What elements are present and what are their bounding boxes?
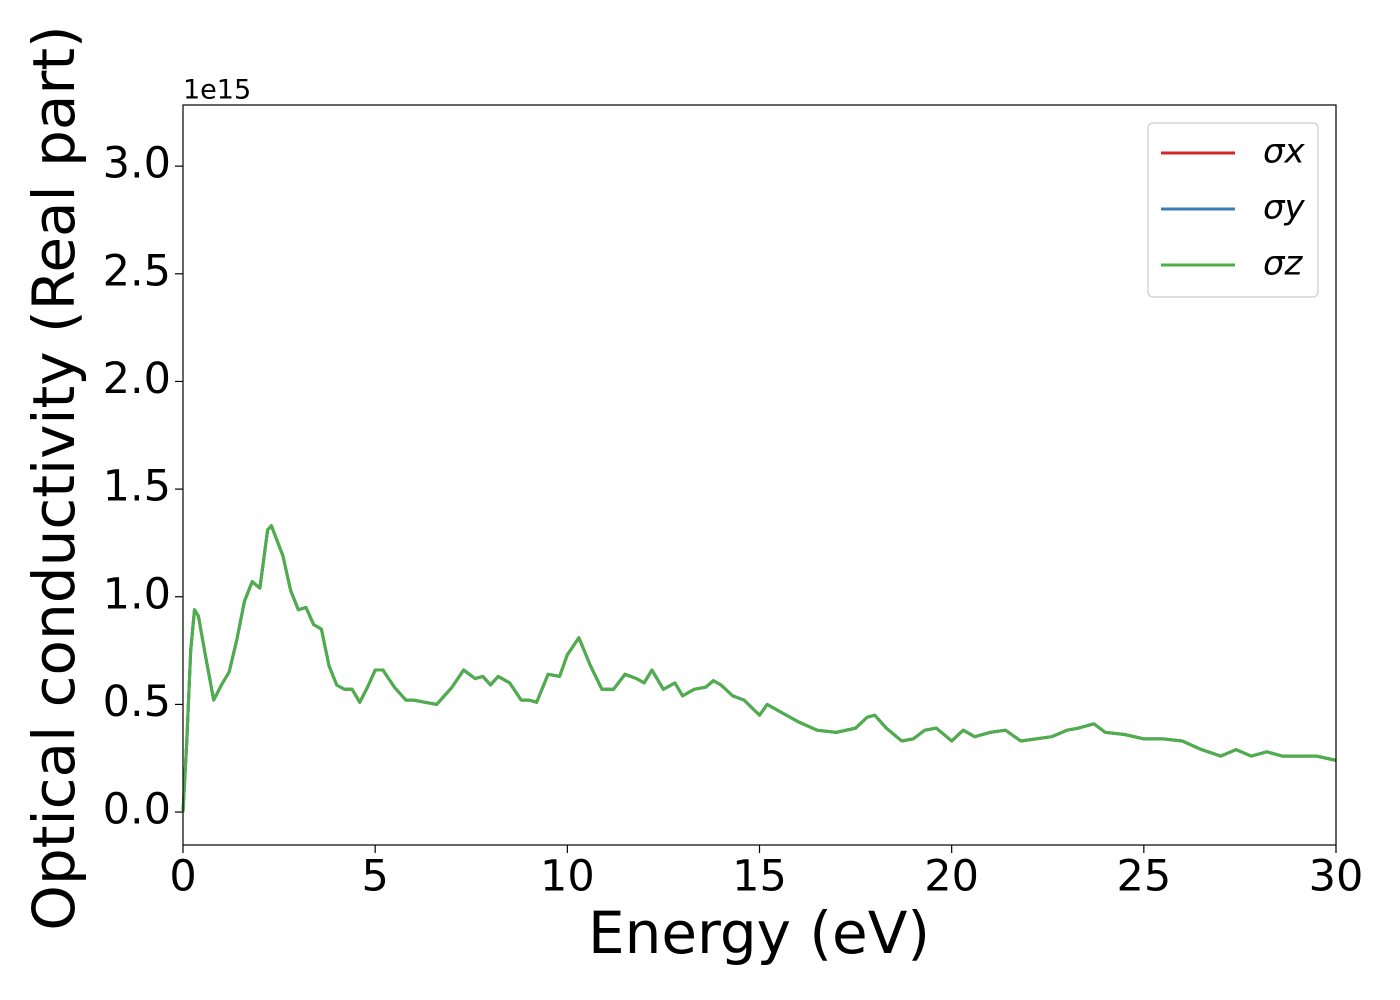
y-tick-label: 1.5 (103, 462, 171, 512)
series-line (181, 524, 1337, 813)
legend-label: σx (1263, 132, 1306, 172)
y-tick-label: 0.5 (103, 677, 171, 727)
legend-label: σy (1263, 188, 1306, 228)
x-tick-label: 25 (1116, 852, 1171, 902)
x-tick-label: 20 (924, 852, 979, 902)
y-tick-label: 3.0 (103, 139, 171, 189)
y-tick-label: 0.0 (103, 785, 171, 835)
x-axis-label: Energy (eV) (588, 899, 930, 967)
x-tick-label: 0 (169, 852, 196, 902)
x-tick-label: 15 (732, 852, 787, 902)
y-tick-label: 2.5 (103, 246, 171, 296)
y-axis-label: Optical conductivity (Real part) (20, 25, 88, 930)
series-line (181, 524, 1337, 813)
x-tick-label: 5 (361, 852, 388, 902)
series-line (181, 524, 1337, 813)
legend-label: σz (1263, 244, 1304, 284)
y-tick-label: 2.0 (103, 354, 171, 404)
y-tick-label: 1.0 (103, 569, 171, 619)
plot-frame (182, 104, 1337, 846)
y-offset-label: 1e15 (183, 75, 251, 106)
x-tick-label: 30 (1309, 852, 1364, 902)
x-tick-label: 10 (540, 852, 595, 902)
